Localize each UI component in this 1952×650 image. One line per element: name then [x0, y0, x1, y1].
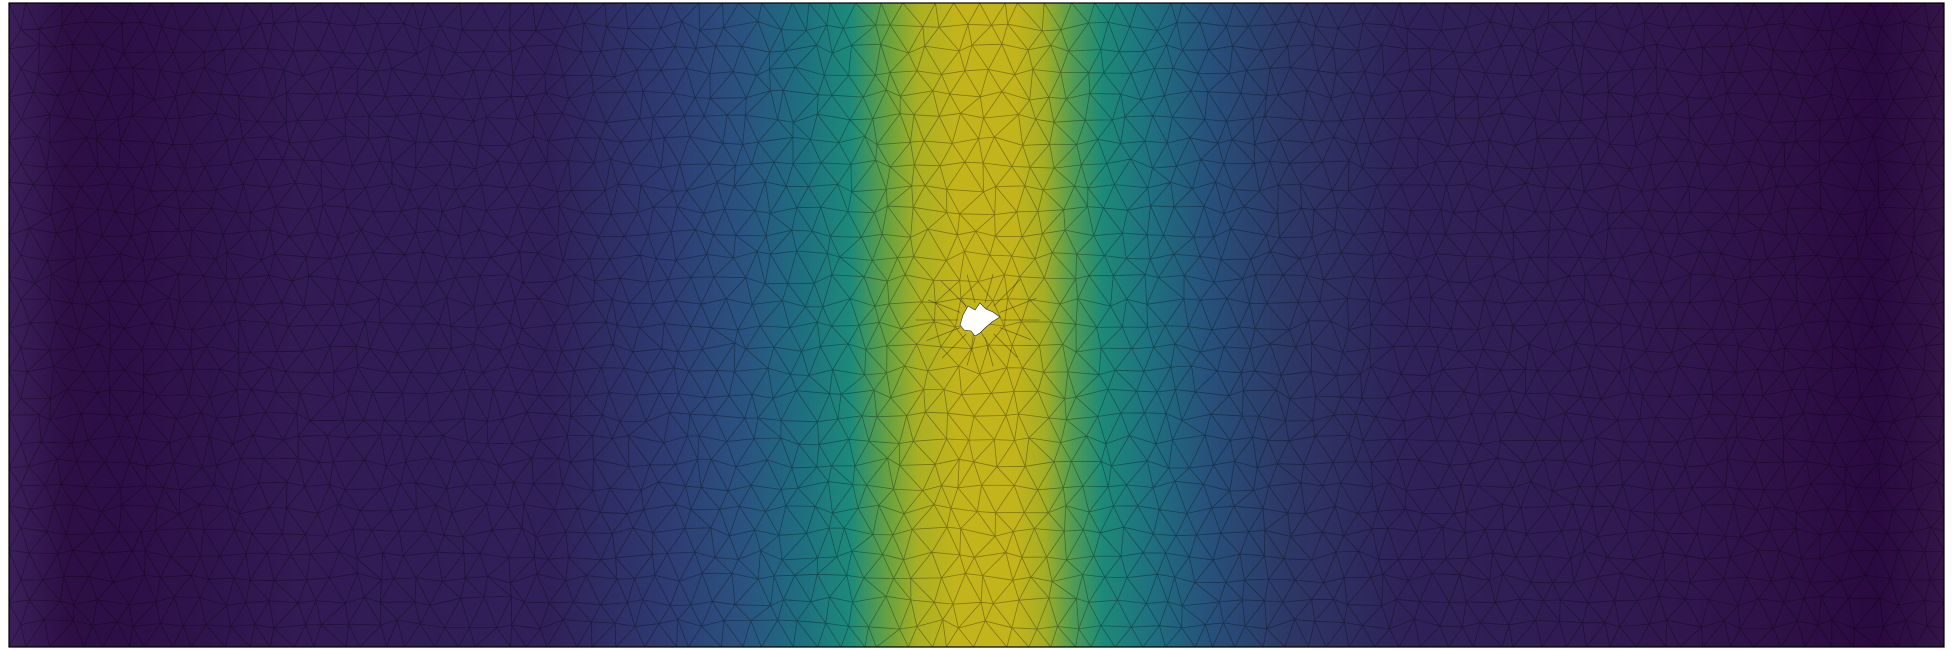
triangle-mesh: [9, 3, 1944, 647]
mesh-hole: [959, 302, 1001, 337]
plot-frame: [8, 2, 1945, 648]
mesh-edges: [9, 3, 1944, 647]
hole-refinement-edges: [915, 273, 1040, 367]
plot-area: [9, 3, 1944, 647]
